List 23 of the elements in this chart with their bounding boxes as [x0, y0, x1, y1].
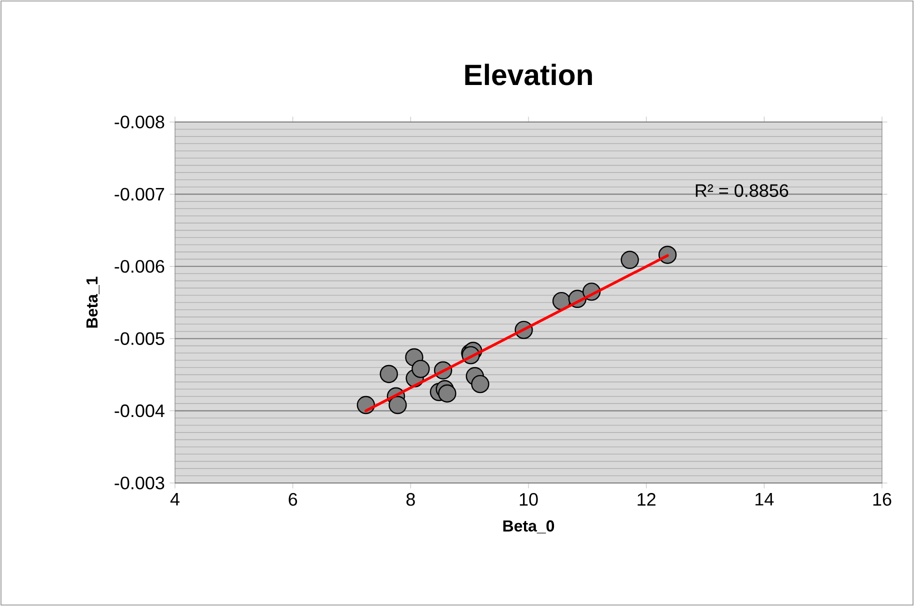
point	[620, 250, 639, 269]
y-tick-label: -0.003	[114, 476, 164, 490]
point	[471, 374, 490, 394]
x-tick-label: 14	[756, 493, 774, 506]
x-tick-label: 10	[520, 493, 538, 506]
x-tick-label: 8	[406, 493, 415, 506]
point	[412, 360, 430, 378]
x-tick-label: 12	[638, 493, 656, 506]
x-tick-label: 16	[873, 493, 892, 506]
x-tick-label: 4	[170, 493, 180, 506]
y-tick-label: -0.004	[114, 404, 164, 418]
point	[388, 396, 407, 414]
point	[380, 364, 398, 384]
y-tick-label: -0.006	[114, 260, 164, 273]
y-tick-label: -0.007	[114, 188, 164, 201]
y-axis-title: Beta_1	[86, 276, 100, 328]
y-tick-label: -0.005	[114, 332, 164, 345]
y-tick-label: -0.008	[114, 116, 164, 128]
x-axis-title: Beta_0	[503, 520, 554, 534]
chart-title: Elevation	[465, 64, 592, 86]
annotation: R² = 0.8856	[696, 184, 788, 197]
x-tick-label: 6	[288, 493, 298, 506]
point	[438, 384, 456, 403]
